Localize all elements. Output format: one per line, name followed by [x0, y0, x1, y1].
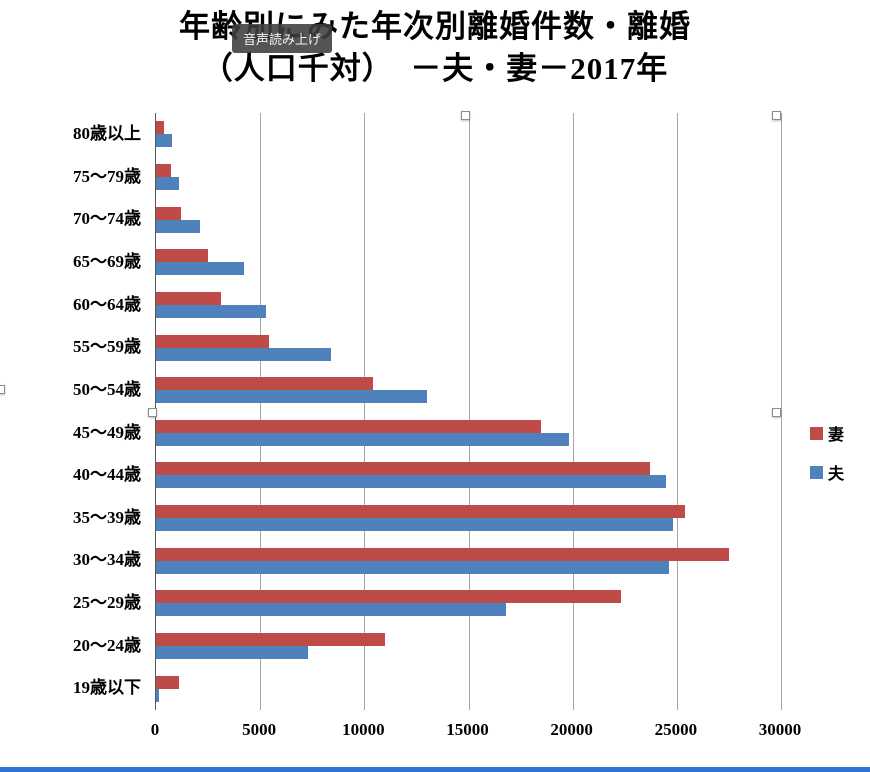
bar-husband[interactable] [156, 176, 179, 190]
bottom-accent-bar [0, 767, 870, 772]
y-axis-label: 35〜39歳 [73, 507, 141, 527]
y-axis-label: 80歳以上 [73, 124, 141, 143]
y-axis-label: 70〜74歳 [73, 209, 141, 229]
bar-wife[interactable] [156, 377, 373, 391]
chart-title-line2: （人口千対） －夫・妻－2017年 [201, 51, 669, 86]
bar-husband[interactable] [156, 475, 667, 489]
chart-title-line1: 年齢別にみた年次別離婚件数・離婚 [179, 9, 691, 44]
gridline [364, 113, 366, 710]
gridline [468, 113, 470, 710]
x-axis-tick-label: 15000 [446, 720, 489, 739]
x-axis-tick-label: 20000 [550, 720, 593, 739]
legend-item-wife[interactable]: 妻 [810, 421, 844, 445]
bar-husband[interactable] [156, 219, 200, 233]
chart-legend: 妻 夫 [810, 421, 844, 484]
gridline [572, 113, 574, 710]
x-axis-tick-label: 25000 [654, 720, 698, 739]
bar-wife[interactable] [156, 206, 181, 220]
legend-swatch-husband [810, 465, 823, 479]
y-axis-label: 75〜79歳 [73, 166, 141, 186]
gridline [676, 113, 678, 710]
y-axis-label: 45〜49歳 [73, 422, 141, 442]
bar-wife[interactable] [156, 291, 221, 305]
legend-swatch-wife [810, 426, 823, 440]
selection-handle-mid-left[interactable] [148, 408, 157, 417]
legend-item-husband[interactable]: 夫 [810, 460, 844, 484]
bar-wife[interactable] [156, 163, 171, 177]
bar-wife[interactable] [156, 505, 686, 519]
legend-label-husband: 夫 [828, 466, 845, 483]
bar-wife[interactable] [156, 675, 179, 689]
bar-husband[interactable] [156, 688, 160, 702]
y-axis-label: 20〜24歳 [73, 635, 141, 655]
selection-handle-mid-right[interactable] [772, 408, 781, 417]
gridline [260, 113, 262, 710]
chart-title: 年齢別にみた年次別離婚件数・離婚 （人口千対） －夫・妻－2017年 [0, 6, 870, 90]
y-axis-label: 25〜29歳 [73, 593, 141, 613]
bar-husband[interactable] [156, 560, 669, 574]
bar-wife[interactable] [156, 547, 729, 561]
bar-husband[interactable] [156, 603, 506, 617]
y-axis-label: 50〜54歳 [73, 379, 141, 399]
screen-reader-tooltip: 音声読み上げ [232, 24, 333, 53]
bar-wife[interactable] [156, 419, 542, 433]
x-axis-tick-label: 0 [150, 720, 160, 739]
bar-husband[interactable] [156, 304, 267, 318]
bar-wife[interactable] [156, 590, 621, 604]
bar-wife[interactable] [156, 334, 269, 348]
y-axis-label: 60〜64歳 [73, 294, 141, 314]
selection-handle-top-right[interactable] [772, 111, 781, 120]
x-axis-labels: 0 5000 10000 15000 20000 25000 30000 [151, 720, 802, 746]
bar-husband[interactable] [156, 518, 673, 532]
bar-husband[interactable] [156, 347, 331, 361]
x-axis-tick-label: 5000 [242, 720, 277, 739]
bar-wife[interactable] [156, 249, 209, 263]
x-axis-tick-label: 10000 [342, 720, 385, 739]
plot-area[interactable] [155, 113, 782, 710]
selection-handle-top-center[interactable] [461, 111, 470, 120]
x-axis-tick-label: 30000 [758, 720, 802, 739]
y-axis-label: 65〜69歳 [73, 251, 141, 271]
y-axis-label: 55〜59歳 [73, 337, 141, 357]
y-axis-label: 40〜44歳 [73, 465, 141, 485]
bar-wife[interactable] [156, 121, 165, 135]
bar-husband[interactable] [156, 390, 427, 404]
gridline [781, 113, 782, 710]
bar-husband[interactable] [156, 134, 172, 148]
bar-husband[interactable] [156, 262, 244, 276]
legend-label-wife: 妻 [828, 427, 845, 444]
y-axis-labels: 80歳以上 75〜79歳 70〜74歳 65〜69歳 60〜64歳 55〜59歳 50〜54… [0, 113, 148, 710]
bar-wife[interactable] [156, 462, 650, 476]
y-axis-label: 19歳以下 [73, 678, 141, 698]
bar-wife[interactable] [156, 633, 386, 647]
bar-husband[interactable] [156, 432, 569, 446]
bar-husband[interactable] [156, 646, 309, 660]
y-axis-label: 30〜34歳 [73, 550, 141, 570]
selection-handle-edge-left[interactable] [0, 385, 5, 394]
